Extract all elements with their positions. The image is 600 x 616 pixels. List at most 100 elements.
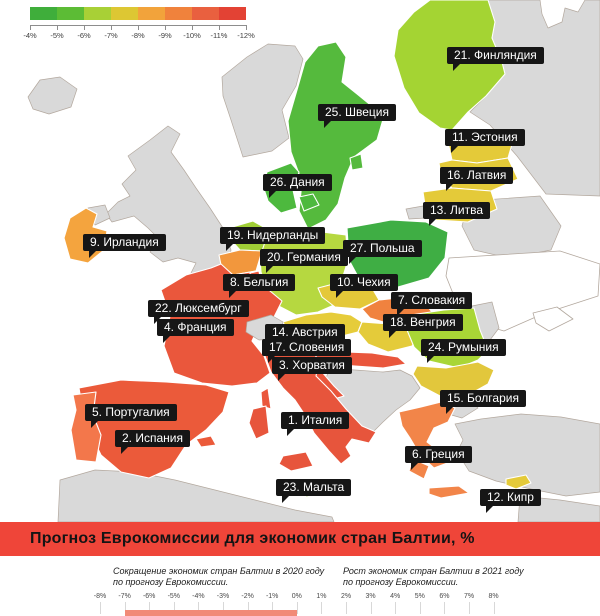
legend-axis [30, 25, 247, 30]
bottom-axis-label: 7% [463, 593, 475, 600]
bottom-axis-tick [149, 602, 151, 614]
legend-tick-label: -9% [158, 31, 172, 40]
legend-tick [57, 26, 58, 30]
legend-tick-label: -12% [237, 31, 255, 40]
legend-segment [111, 7, 138, 20]
country-finland [393, 0, 506, 131]
country-spain-balearics [195, 435, 217, 448]
bottom-axis-tick [173, 602, 175, 614]
map-label-spain: 2. Испания [115, 430, 190, 454]
region-united-kingdom [105, 125, 232, 283]
legend-tick [84, 26, 85, 30]
bottom-axis-tick [272, 602, 274, 614]
bottom-axis-label: -2% [241, 593, 254, 600]
title-banner: Прогноз Еврокомиссии для экономик стран … [0, 522, 600, 556]
legend: -4% -5% -6% -7% -8% -9% -10% -11% -12% [23, 7, 255, 40]
map-label-luxembourg: 22. Люксембург [148, 300, 249, 324]
map-label-estonia: 11. Эстония [445, 129, 525, 153]
note-2021: Рост экономик стран Балтии в 2021 году п… [343, 566, 524, 588]
country-greece-crete [428, 485, 470, 499]
legend-segment [138, 7, 165, 20]
bottom-axis-label: 6% [439, 593, 450, 600]
map-label-belgium: 8. Бельгия [223, 274, 296, 298]
legend-tick-label: -4% [23, 31, 37, 40]
map-label-hungary: 18. Венгрия [383, 314, 463, 338]
map-label-greece: 6. Греция [405, 446, 472, 470]
bottom-axis-tick [124, 602, 126, 614]
map-label-bulgaria: 15. Болгария [440, 390, 526, 414]
map-label-latvia: 16. Латвия [440, 167, 514, 191]
bottom-axis-tick [346, 602, 347, 614]
bottom-axis-tick [419, 602, 421, 614]
banner-title: Прогноз Еврокомиссии для экономик стран … [30, 530, 475, 547]
bottom-axis-label: -8% [93, 593, 107, 600]
legend-tick [165, 26, 166, 30]
note-2021-line1: Рост экономик стран Балтии в 2021 году [343, 566, 524, 576]
map-label-germany: 20. Германия [260, 249, 348, 273]
map-label-netherlands: 19. Нидерланды [220, 227, 326, 251]
bottom-axis-label: 3% [365, 593, 376, 600]
note-2020-line1: Сокращение экономик стран Балтии в 2020 … [113, 566, 325, 576]
bottom-axis-tick [395, 602, 397, 614]
region-iceland [27, 76, 78, 115]
map-label-malta: 23. Мальта [276, 479, 352, 503]
map-label-romania: 24. Румыния [421, 339, 506, 363]
partial-chart-bar [125, 610, 297, 616]
legend-color-scale [30, 7, 246, 20]
bottom-axis-label: -6% [142, 593, 156, 600]
map-label-finland: 21. Финляндия [447, 47, 544, 71]
country-spain [78, 379, 230, 479]
note-2021-line2: по прогнозу Еврокомиссии. [343, 577, 459, 587]
country-france-corsica [260, 387, 272, 410]
legend-segment [84, 7, 111, 20]
legend-tick-label: -7% [104, 31, 118, 40]
country-sweden-gotland [349, 153, 364, 171]
legend-tick [30, 26, 31, 30]
legend-tick [246, 26, 247, 30]
country-cyprus [505, 474, 532, 490]
legend-tick [219, 26, 220, 30]
map-label-france: 4. Франция [157, 319, 234, 343]
bottom-axis-label: 2% [340, 593, 352, 600]
map-label-lithuania: 13. Литва [423, 202, 491, 226]
bottom-axis-label: 5% [414, 593, 425, 600]
legend-tick-label: -8% [131, 31, 145, 40]
country-bulgaria [412, 361, 495, 398]
bottom-axis-label: 4% [390, 593, 401, 600]
country-italy-sardinia [248, 405, 270, 440]
country-italy-sicily [278, 451, 314, 472]
legend-tick-label: -11% [210, 31, 228, 40]
region-crimea [532, 306, 574, 332]
bottom-axis-label: -3% [216, 593, 230, 600]
bottom-axis-label: 0% [291, 593, 302, 600]
legend-tick-label: -5% [50, 31, 64, 40]
region-norway [221, 43, 304, 158]
legend-tick-label: -6% [77, 31, 91, 40]
bottom-axis-label: -4% [192, 593, 205, 600]
bottom-axis-label: -5% [167, 593, 181, 600]
bottom-axis-tick [444, 602, 446, 614]
bottom-axis-tick [493, 602, 495, 614]
legend-tick [111, 26, 112, 30]
bottom-axis-tick [223, 602, 224, 614]
legend-tick-labels: -4% -5% -6% -7% -8% -9% -10% -11% -12% [23, 30, 254, 40]
map-label-croatia: 3. Хорватия [272, 357, 352, 381]
region-north-africa [57, 469, 335, 522]
map-label-slovenia: 17. Словения [262, 339, 352, 363]
bottom-axis-tick [198, 602, 200, 614]
note-2020: Сокращение экономик стран Балтии в 2020 … [113, 566, 324, 588]
bottom-axis-label: -1% [265, 593, 279, 600]
footer: Сокращение экономик стран Балтии в 2020 … [0, 556, 600, 616]
bottom-axis-tick [296, 602, 298, 614]
country-denmark-islands [298, 193, 320, 212]
map-label-slovakia: 7. Словакия [391, 292, 473, 316]
map-label-czechia: 10. Чехия [330, 274, 398, 298]
map-label-poland: 27. Польша [343, 240, 422, 264]
legend-tick [192, 26, 193, 30]
legend-segment [57, 7, 84, 20]
legend-segment [165, 7, 192, 20]
legend-tick [138, 26, 139, 30]
map-label-sweden: 25. Швеция [318, 104, 397, 128]
bottom-axis-label: -7% [118, 593, 131, 600]
